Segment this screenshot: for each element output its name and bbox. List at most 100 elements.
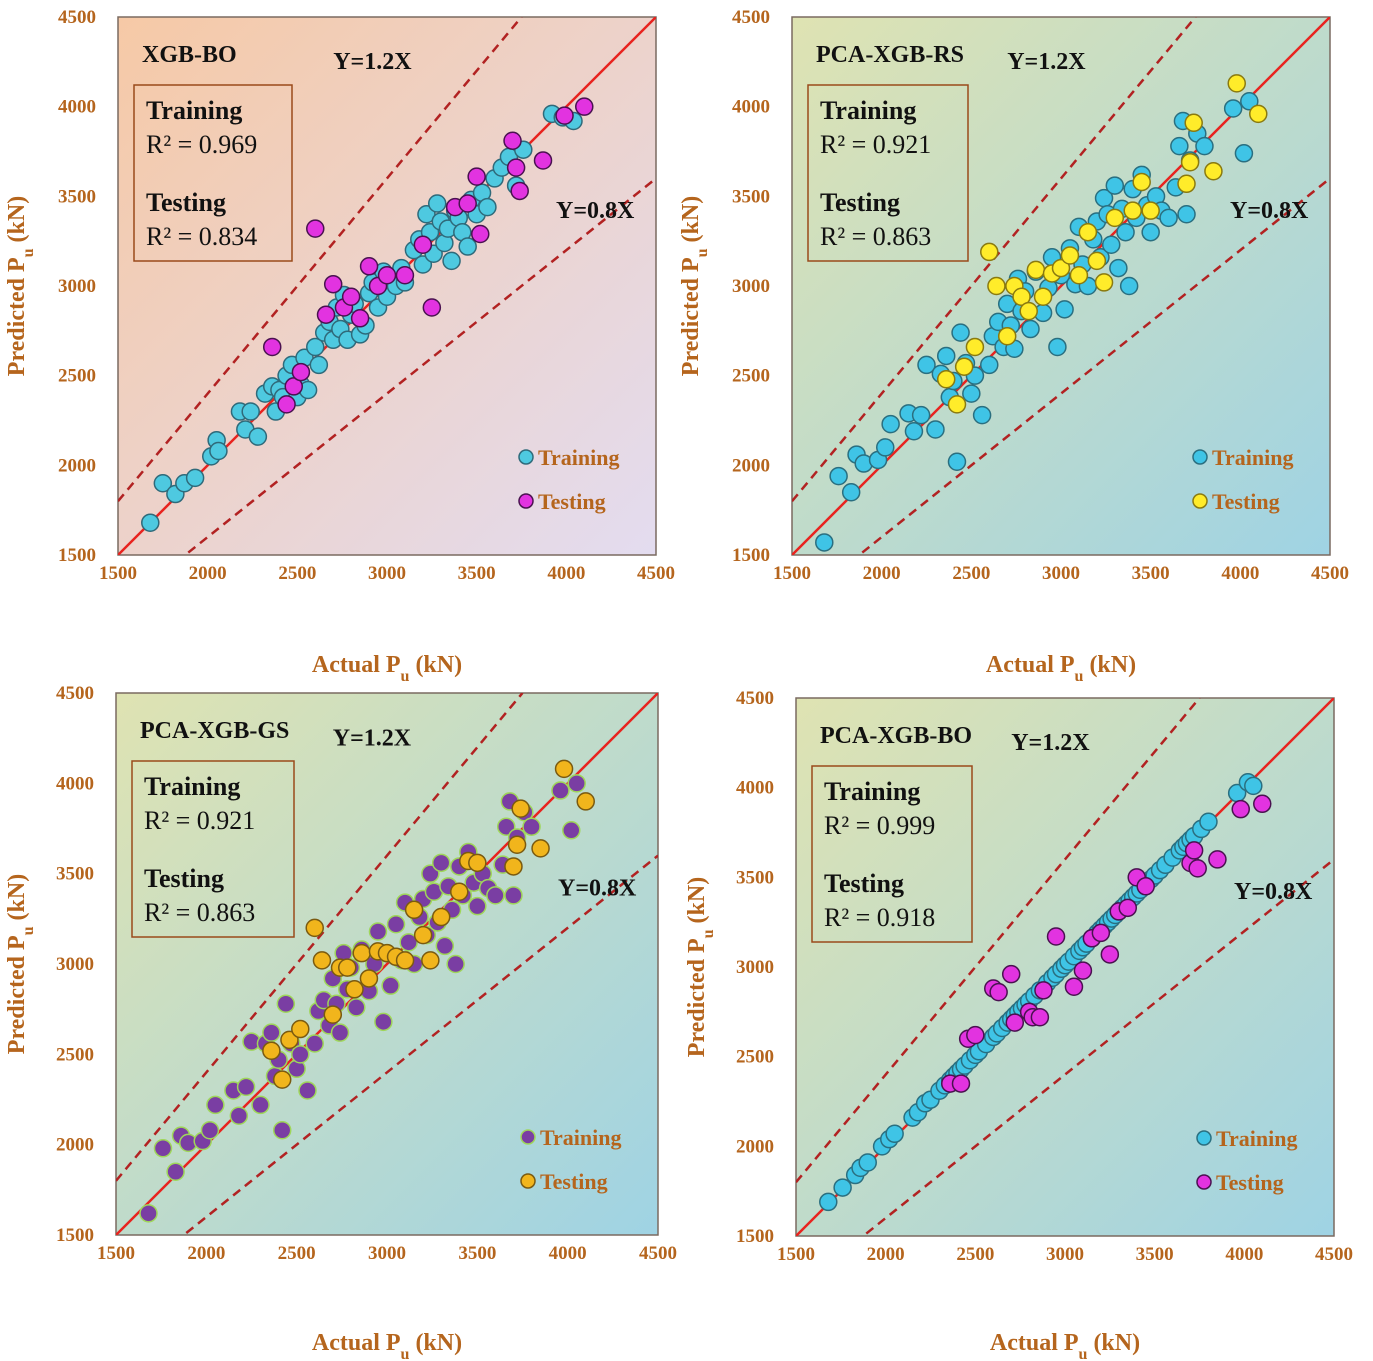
- data-point: [478, 197, 497, 217]
- data-point: [153, 1139, 173, 1158]
- x-tick-label: 2500: [956, 1244, 994, 1265]
- y-axis-label: Predicted Pu (kN): [684, 877, 717, 1057]
- data-point: [442, 251, 461, 271]
- data-point: [551, 781, 570, 800]
- legend-marker: [1196, 1174, 1212, 1190]
- x-tick-label: 3500: [1132, 563, 1170, 584]
- metrics-box: [131, 760, 295, 938]
- y-tick-label: 1500: [732, 545, 770, 566]
- data-point: [422, 298, 442, 317]
- data-point: [347, 998, 366, 1017]
- metrics-box: [133, 84, 293, 262]
- data-point: [262, 1023, 281, 1042]
- data-point: [554, 759, 574, 779]
- data-point: [458, 237, 477, 256]
- x-tick-label: 3000: [368, 563, 406, 584]
- series-testing: [940, 794, 1272, 1093]
- data-point: [421, 951, 440, 970]
- data-point: [291, 362, 311, 382]
- data-point: [1184, 113, 1203, 133]
- data-point: [345, 980, 364, 999]
- data-point: [446, 954, 465, 974]
- data-point: [1078, 222, 1098, 242]
- data-point: [1069, 265, 1089, 285]
- legend-label: Testing: [1216, 1170, 1284, 1195]
- data-point: [533, 151, 553, 170]
- x-tick-label: 4000: [1225, 1244, 1263, 1265]
- data-point: [989, 982, 1008, 1002]
- reference-line-label: Y=1.2X: [333, 49, 412, 75]
- reference-line-0_8: [857, 177, 1330, 555]
- data-point: [141, 513, 160, 532]
- data-point: [1231, 799, 1250, 819]
- data-point: [291, 1019, 310, 1039]
- data-point: [1030, 1007, 1050, 1027]
- x-tick-label: 1500: [99, 563, 137, 584]
- data-point: [284, 377, 303, 396]
- data-point: [1019, 301, 1038, 321]
- testing-heading: Testing: [144, 864, 224, 893]
- data-point: [1177, 205, 1196, 224]
- x-tick-label: 3500: [458, 563, 496, 584]
- data-point: [1109, 258, 1128, 278]
- data-point: [359, 969, 379, 988]
- training-r2: R² = 0.921: [820, 130, 931, 159]
- data-point: [1101, 235, 1121, 255]
- data-point: [1064, 977, 1084, 996]
- testing-r2: R² = 0.918: [824, 903, 935, 932]
- data-point: [947, 395, 967, 414]
- x-tick-label: 4000: [547, 563, 585, 584]
- data-point: [1118, 898, 1138, 918]
- data-point: [399, 933, 418, 952]
- data-point: [421, 864, 440, 883]
- y-tick-label: 2000: [732, 455, 770, 476]
- x-tick-label: 1500: [773, 563, 811, 584]
- data-point: [413, 925, 433, 945]
- data-point: [1048, 337, 1067, 357]
- data-point: [341, 287, 361, 307]
- data-point: [139, 1204, 158, 1223]
- data-point: [951, 1074, 971, 1093]
- data-point: [881, 414, 900, 434]
- data-point: [504, 886, 523, 905]
- data-point: [306, 219, 325, 238]
- data-point: [965, 337, 985, 357]
- data-point: [819, 1192, 838, 1212]
- data-point: [876, 438, 895, 457]
- data-point: [504, 857, 523, 876]
- data-point: [1249, 104, 1268, 124]
- x-tick-label: 4500: [637, 563, 675, 584]
- y-tick-label: 4000: [732, 97, 770, 118]
- reference-line-label: Y=0.8X: [1230, 198, 1309, 224]
- data-point: [511, 799, 530, 818]
- metrics-box: [811, 765, 973, 943]
- data-point: [1188, 859, 1207, 878]
- data-point: [1132, 172, 1151, 192]
- data-point: [305, 918, 324, 938]
- y-tick-label: 3000: [732, 276, 770, 297]
- legend: Training Testing: [518, 445, 620, 514]
- y-tick-label: 4500: [732, 7, 770, 28]
- data-point: [575, 97, 594, 116]
- data-point: [962, 384, 981, 403]
- legend-marker: [520, 1173, 536, 1189]
- data-point: [427, 194, 447, 213]
- testing-r2: R² = 0.863: [820, 222, 931, 251]
- x-tick-label: 2500: [952, 563, 990, 584]
- x-tick-label: 2500: [278, 563, 316, 584]
- reference-line-1_2: [118, 17, 523, 503]
- data-point: [997, 294, 1017, 314]
- data-point: [841, 482, 861, 502]
- data-point: [209, 441, 228, 461]
- metrics-box: [807, 84, 969, 262]
- y-tick-label: 2500: [58, 366, 96, 387]
- reference-line-label: Y=1.2X: [1011, 730, 1090, 756]
- data-point: [241, 402, 260, 421]
- data-point: [305, 1034, 324, 1053]
- data-point: [280, 1030, 299, 1050]
- series-testing: [262, 759, 595, 1089]
- data-point: [567, 774, 586, 793]
- data-point: [1116, 222, 1135, 242]
- series-testing: [262, 97, 594, 414]
- legend-marker: [1192, 449, 1208, 465]
